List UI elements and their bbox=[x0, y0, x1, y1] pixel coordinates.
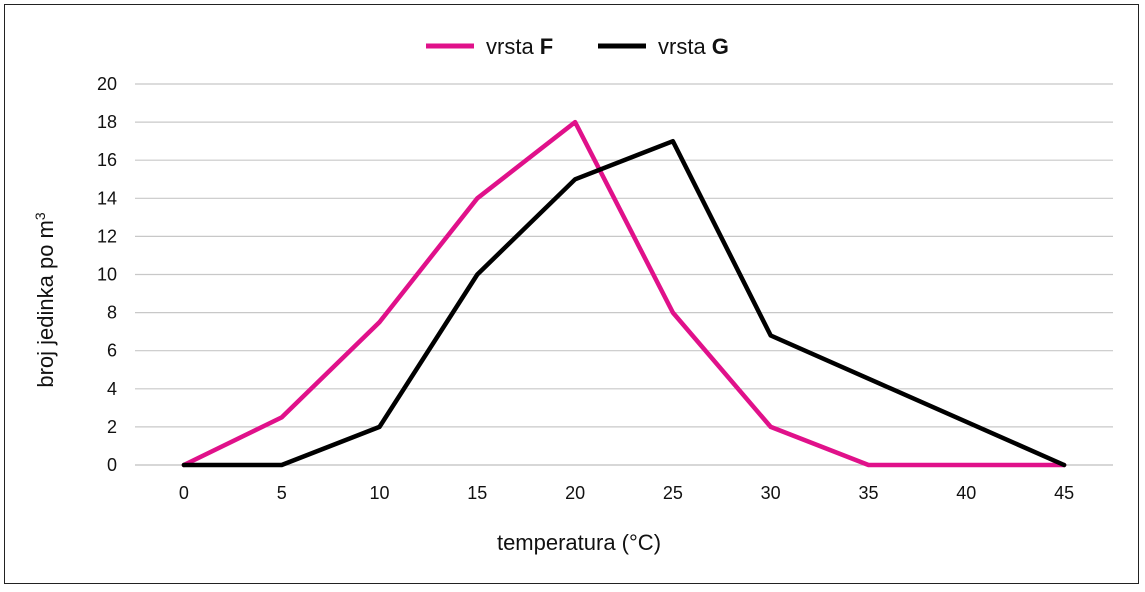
x-tick-label: 10 bbox=[369, 483, 389, 503]
chart-frame bbox=[4, 4, 1139, 584]
y-tick-labels: 0 2 4 6 8 10 12 14 16 18 20 bbox=[97, 74, 117, 475]
x-tick-labels: 0 5 10 15 20 25 30 35 40 45 bbox=[179, 483, 1074, 503]
x-tick-label: 30 bbox=[761, 483, 781, 503]
x-tick-label: 40 bbox=[956, 483, 976, 503]
y-tick-label: 14 bbox=[97, 188, 117, 208]
y-tick-label: 16 bbox=[97, 150, 117, 170]
y-tick-label: 12 bbox=[97, 226, 117, 246]
y-tick-label: 10 bbox=[97, 265, 117, 285]
x-axis-title: temperatura (°C) bbox=[497, 530, 661, 555]
series-line-f bbox=[181, 119, 1067, 468]
x-tick-label: 35 bbox=[858, 483, 878, 503]
legend-label-vrsta-f: vrsta F bbox=[486, 34, 553, 59]
x-tick-label: 0 bbox=[179, 483, 189, 503]
gridlines bbox=[135, 83, 1113, 466]
y-axis-title: broj jedinka po m3 bbox=[32, 212, 58, 388]
series-lines bbox=[181, 119, 1067, 468]
y-tick-label: 18 bbox=[97, 112, 117, 132]
y-axis-title-superscript: 3 bbox=[32, 212, 48, 220]
y-tick-label: 4 bbox=[107, 379, 117, 399]
y-tick-label: 0 bbox=[107, 455, 117, 475]
legend: vrsta F vrsta G bbox=[426, 34, 729, 59]
legend-label-vrsta-g: vrsta G bbox=[658, 34, 729, 59]
y-axis-title-text: broj jedinka po m bbox=[33, 220, 58, 388]
y-tick-label: 20 bbox=[97, 74, 117, 94]
x-tick-label: 45 bbox=[1054, 483, 1074, 503]
y-tick-label: 8 bbox=[107, 303, 117, 323]
y-tick-label: 6 bbox=[107, 341, 117, 361]
y-tick-label: 2 bbox=[107, 417, 117, 437]
series-line-g bbox=[181, 138, 1067, 468]
x-tick-label: 25 bbox=[663, 483, 683, 503]
x-tick-label: 20 bbox=[565, 483, 585, 503]
x-tick-label: 5 bbox=[277, 483, 287, 503]
x-tick-label: 15 bbox=[467, 483, 487, 503]
